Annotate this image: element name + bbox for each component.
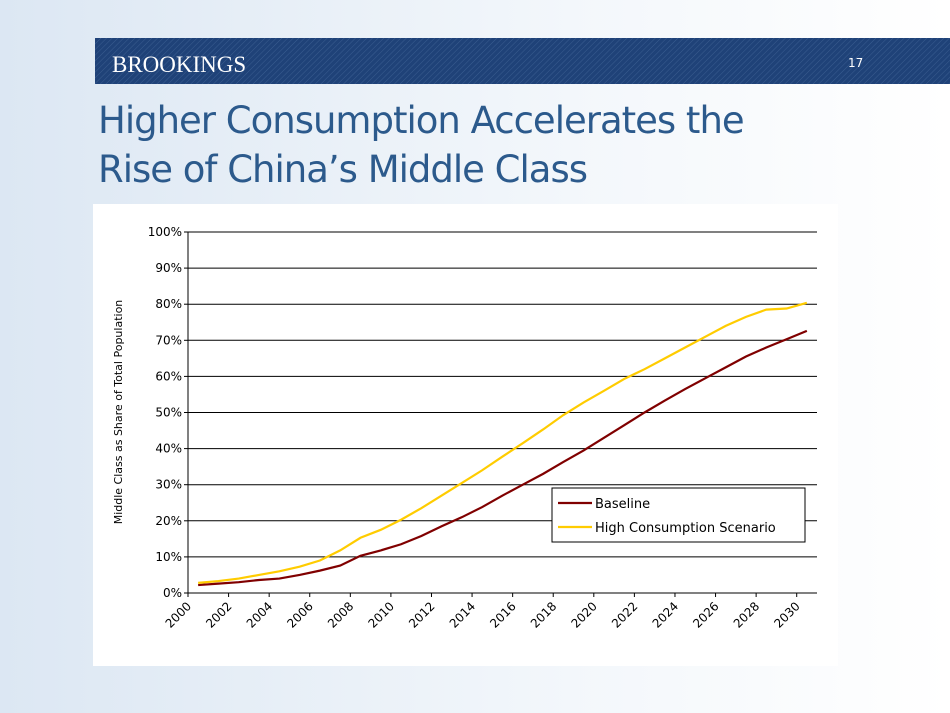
legend-label: High Consumption Scenario xyxy=(595,521,776,536)
y-tick-label: 70% xyxy=(155,333,182,347)
y-tick-label: 10% xyxy=(155,550,182,564)
y-tick-label: 0% xyxy=(163,586,182,600)
x-tick-label: 2014 xyxy=(447,599,478,630)
y-tick-label: 100% xyxy=(148,225,182,239)
x-tick-label: 2008 xyxy=(325,599,356,630)
slide-title: Higher Consumption Accelerates the Rise … xyxy=(98,99,745,191)
x-tick-label: 2026 xyxy=(690,599,721,630)
x-tick-label: 2022 xyxy=(609,599,640,630)
x-tick-label: 2004 xyxy=(244,599,275,630)
y-tick-label: 90% xyxy=(155,261,182,275)
page-number: 17 xyxy=(848,56,863,70)
x-tick-label: 2012 xyxy=(406,599,437,630)
series-line xyxy=(198,329,808,587)
x-tick-label: 2016 xyxy=(487,599,518,630)
series-line xyxy=(198,301,808,584)
x-tick-label: 2030 xyxy=(771,599,802,630)
x-tick-label: 2010 xyxy=(366,599,397,630)
x-tick-label: 2018 xyxy=(528,599,559,630)
y-tick-label: 60% xyxy=(155,369,182,383)
y-tick-label: 80% xyxy=(155,297,182,311)
legend-label: Baseline xyxy=(595,497,650,512)
x-tick-label: 2024 xyxy=(650,599,681,630)
legend-box xyxy=(551,487,806,543)
logo: BROOKINGS xyxy=(112,52,246,77)
x-tick-label: 2000 xyxy=(163,599,194,630)
header-bar: BROOKINGS 17 xyxy=(95,38,950,84)
y-tick-label: 30% xyxy=(155,478,182,492)
x-tick-label: 2020 xyxy=(568,599,599,630)
y-axis-title: Middle Class as Share of Total Populatio… xyxy=(112,300,125,525)
y-tick-label: 40% xyxy=(155,442,182,456)
y-tick-label: 50% xyxy=(155,406,182,420)
chart-background xyxy=(93,204,838,666)
x-tick-label: 2028 xyxy=(731,599,762,630)
y-tick-label: 20% xyxy=(155,514,182,528)
x-tick-label: 2006 xyxy=(284,599,315,630)
header-background xyxy=(95,38,950,84)
x-tick-label: 2002 xyxy=(203,599,234,630)
